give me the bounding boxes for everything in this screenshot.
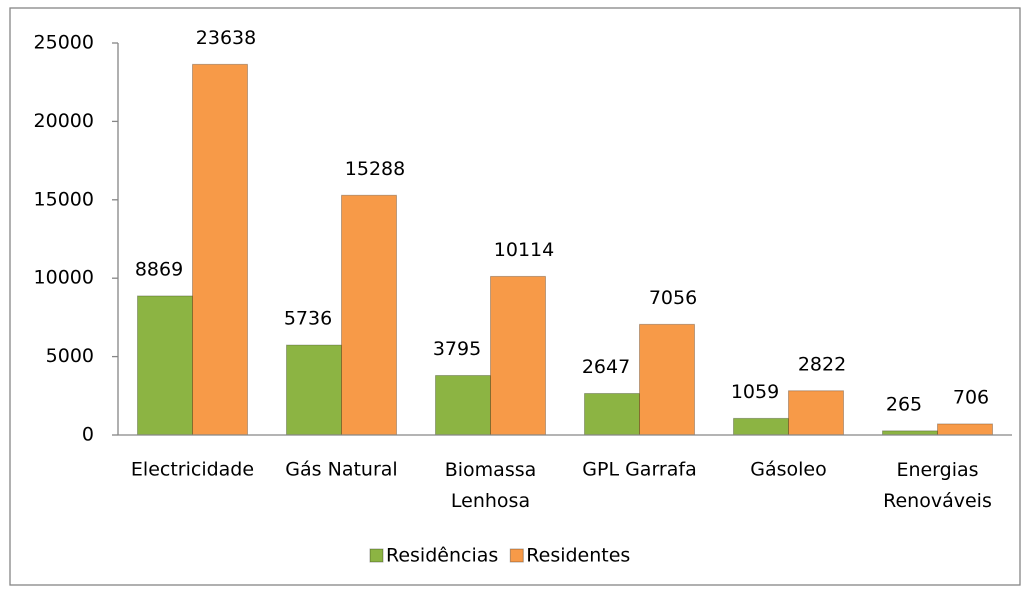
- x-tick-label: Biomassa Lenhosa: [445, 459, 537, 512]
- x-tick-label: Gás Natural: [285, 459, 397, 481]
- legend-label: Residências: [386, 545, 498, 567]
- data-label: 8869: [135, 258, 183, 280]
- bar: [733, 417, 789, 436]
- data-label: 1059: [731, 381, 779, 403]
- legend-swatch: [369, 548, 384, 563]
- x-tick-label: Energias Renováveis: [883, 459, 992, 512]
- data-label: 7056: [649, 287, 697, 309]
- data-label: 706: [953, 386, 989, 408]
- y-tick-label: 10000: [34, 267, 94, 289]
- data-label: 5736: [284, 308, 332, 330]
- bar: [435, 374, 491, 436]
- data-label: 2822: [798, 353, 846, 375]
- bar: [137, 295, 193, 436]
- legend-label: Residentes: [526, 545, 630, 567]
- y-tick-label: 20000: [34, 110, 94, 132]
- x-tick-label: Electricidade: [131, 459, 254, 481]
- bar: [584, 392, 640, 436]
- x-tick-label: Gásoleo: [750, 459, 826, 481]
- data-label: 23638: [196, 27, 256, 49]
- bar: [639, 323, 695, 436]
- y-tick-label: 25000: [34, 32, 94, 54]
- legend-swatch: [509, 548, 524, 563]
- data-label: 10114: [494, 239, 554, 261]
- bar: [286, 344, 342, 436]
- data-label: 2647: [582, 356, 630, 378]
- data-label: 15288: [345, 158, 405, 180]
- x-tick-label: GPL Garrafa: [582, 459, 696, 481]
- bar: [490, 275, 546, 436]
- bar: [788, 390, 844, 436]
- y-tick-label: 0: [82, 424, 94, 446]
- y-tick-label: 15000: [34, 188, 94, 210]
- data-label: 265: [886, 393, 922, 415]
- bar: [341, 194, 397, 436]
- y-tick-label: 5000: [46, 345, 94, 367]
- bar: [192, 63, 248, 436]
- bar: [937, 423, 993, 436]
- data-label: 3795: [433, 338, 481, 360]
